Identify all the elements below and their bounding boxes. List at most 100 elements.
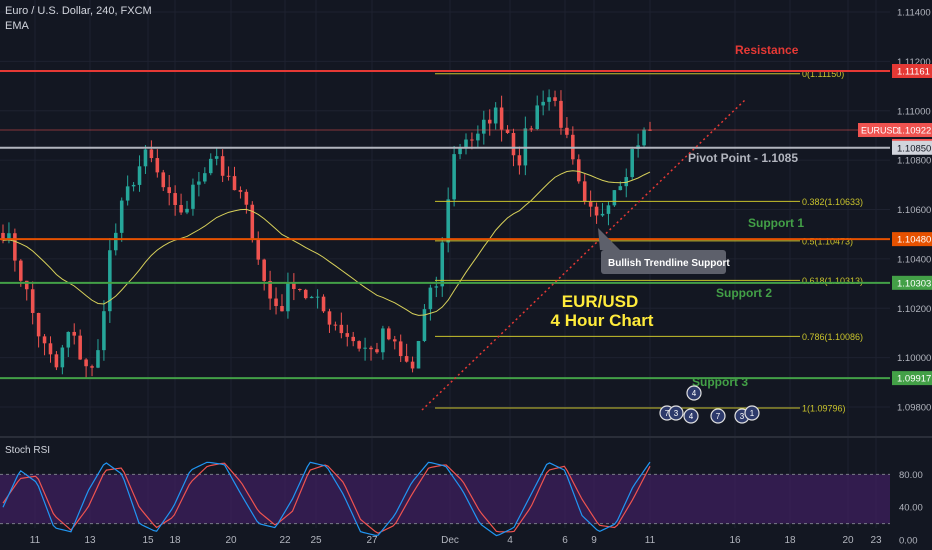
candle bbox=[292, 282, 296, 289]
candle bbox=[535, 105, 540, 130]
event-marker-label: 4 bbox=[689, 412, 694, 421]
candle bbox=[1, 232, 5, 241]
candle bbox=[36, 312, 41, 337]
candle bbox=[345, 333, 350, 337]
candle bbox=[143, 149, 148, 167]
time-tick-label: 23 bbox=[870, 535, 882, 546]
candle bbox=[214, 156, 219, 159]
candle bbox=[381, 328, 385, 353]
candle bbox=[72, 331, 77, 336]
candle bbox=[517, 155, 522, 166]
candle bbox=[576, 159, 581, 182]
candle bbox=[398, 341, 403, 357]
candle bbox=[286, 282, 290, 312]
candle bbox=[303, 289, 308, 299]
level-label: Support 2 bbox=[716, 286, 772, 300]
candle bbox=[96, 350, 100, 368]
time-tick-label: 11 bbox=[30, 535, 41, 546]
candle bbox=[250, 204, 255, 240]
candle bbox=[511, 132, 516, 156]
candle bbox=[624, 177, 629, 187]
candle bbox=[434, 286, 439, 288]
time-axis: 11 13 15 18 20 22 25 27 Dec 4 6 9 11 16 18 20 23 bbox=[30, 535, 882, 546]
candle bbox=[54, 354, 59, 368]
candle bbox=[559, 100, 563, 128]
candle bbox=[167, 187, 171, 194]
candle bbox=[208, 158, 213, 174]
candle bbox=[274, 298, 278, 307]
price-tick-label: 1.10600 bbox=[897, 205, 931, 216]
candle bbox=[553, 97, 557, 101]
rsi-tick-label: 40.00 bbox=[899, 503, 923, 514]
candle bbox=[547, 97, 551, 102]
candle bbox=[66, 331, 71, 348]
event-marker-label: 7 bbox=[665, 409, 670, 418]
fib-label: 1(1.09796) bbox=[802, 403, 846, 413]
support1-price-tag: 1.10480 bbox=[897, 235, 931, 246]
time-tick-label: 20 bbox=[225, 535, 237, 546]
candle bbox=[102, 311, 106, 351]
rsi-tick-label: 0.00 bbox=[899, 536, 918, 547]
candle bbox=[179, 205, 183, 213]
candle bbox=[262, 259, 266, 281]
indicator-label: EMA bbox=[5, 20, 29, 32]
candle bbox=[428, 287, 433, 310]
candle bbox=[113, 232, 118, 251]
candle bbox=[363, 347, 367, 349]
time-tick-label: Dec bbox=[441, 535, 459, 546]
candle bbox=[505, 129, 510, 133]
price-tick-label: 1.10200 bbox=[897, 304, 931, 315]
level-label: Pivot Point - 1.1085 bbox=[688, 151, 798, 165]
time-tick-label: 16 bbox=[729, 535, 741, 546]
candle bbox=[422, 309, 427, 341]
current-price-tag-bg bbox=[892, 123, 932, 138]
candle bbox=[582, 181, 587, 202]
price-tick-label: 1.10000 bbox=[897, 353, 931, 364]
price-tick-label: 1.10800 bbox=[897, 156, 931, 167]
candle bbox=[24, 280, 29, 290]
rsi-d-line bbox=[2, 462, 651, 534]
candle bbox=[60, 347, 65, 368]
time-tick-label: 22 bbox=[279, 535, 291, 546]
candle bbox=[493, 107, 498, 124]
event-marker-label: 7 bbox=[716, 412, 721, 421]
resistance-price-tag: 1.11161 bbox=[897, 67, 930, 78]
candle bbox=[487, 119, 492, 124]
rsi-title: Stoch RSI bbox=[5, 445, 50, 456]
candle bbox=[452, 154, 456, 200]
candle bbox=[476, 133, 480, 141]
candle bbox=[464, 139, 468, 149]
level-label: Support 1 bbox=[748, 216, 804, 230]
support2-price-tag-bg bbox=[892, 275, 932, 290]
candle bbox=[232, 176, 237, 191]
candle bbox=[642, 129, 646, 146]
candle bbox=[410, 361, 415, 369]
time-tick-label: 13 bbox=[84, 535, 96, 546]
event-marker-icon bbox=[683, 408, 699, 424]
candle bbox=[351, 336, 355, 342]
symbol-header: Euro / U.S. Dollar, 240, FXCM bbox=[5, 5, 152, 17]
candle bbox=[612, 190, 617, 206]
candle bbox=[78, 335, 82, 360]
fib-label: 0.382(1.10633) bbox=[802, 197, 863, 207]
candle bbox=[298, 288, 302, 290]
candle bbox=[280, 306, 284, 312]
candle bbox=[594, 206, 599, 216]
time-tick-label: 20 bbox=[842, 535, 854, 546]
level-label: Resistance bbox=[735, 43, 799, 57]
candle bbox=[42, 336, 47, 344]
candle bbox=[191, 184, 195, 209]
pivot-price-tag-bg bbox=[892, 140, 932, 155]
callout-box bbox=[601, 250, 726, 274]
candle bbox=[541, 101, 545, 106]
candle bbox=[226, 175, 231, 177]
candle bbox=[630, 148, 634, 178]
event-marker-label: 4 bbox=[692, 389, 697, 398]
candle bbox=[339, 324, 344, 334]
candle bbox=[327, 311, 332, 325]
pivot-price-tag: 1.10850 bbox=[897, 143, 931, 154]
candle bbox=[404, 356, 409, 362]
candle bbox=[137, 166, 142, 185]
